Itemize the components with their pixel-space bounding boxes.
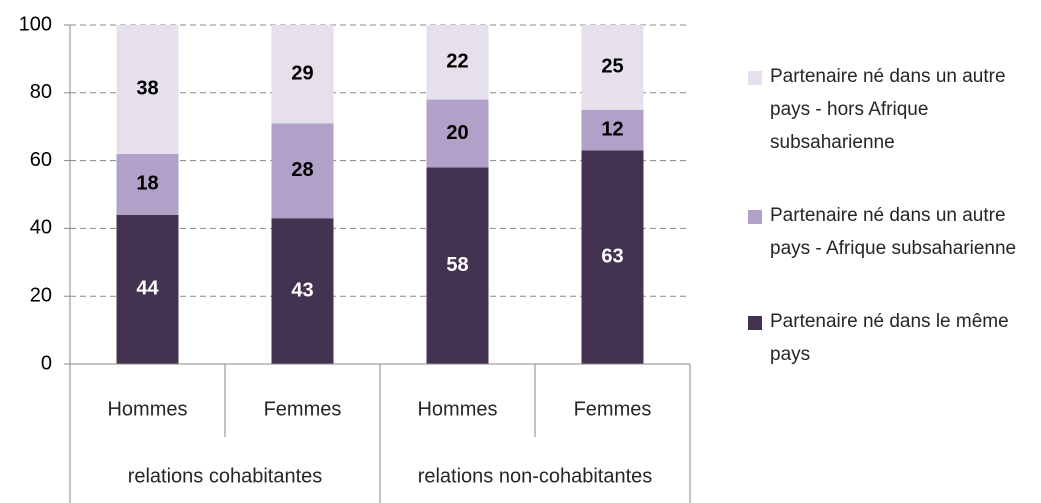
bar-segment bbox=[116, 214, 179, 364]
y-tick-label: 100 bbox=[19, 13, 52, 35]
data-label: 63 bbox=[601, 245, 623, 267]
legend-swatch bbox=[748, 316, 762, 330]
legend-label: Partenaire né dans le même pays bbox=[770, 311, 1009, 365]
x-tick-label: Femmes bbox=[574, 398, 652, 420]
data-label: 18 bbox=[136, 173, 158, 195]
data-label: 28 bbox=[291, 159, 313, 181]
bar-segment bbox=[426, 167, 489, 364]
data-label: 43 bbox=[291, 279, 313, 301]
y-tick-label: 80 bbox=[30, 81, 52, 103]
data-label: 58 bbox=[446, 254, 468, 276]
legend-entry: Partenaire né dans un autre pays - hors … bbox=[748, 60, 1040, 159]
bar-segment bbox=[271, 25, 334, 124]
x-tick-label: Femmes bbox=[264, 398, 342, 420]
legend-label: Partenaire né dans un autre pays - Afriq… bbox=[770, 205, 1017, 259]
y-tick-label: 40 bbox=[30, 217, 52, 239]
data-label: 22 bbox=[446, 51, 468, 73]
y-tick-label: 20 bbox=[30, 284, 52, 306]
data-label: 38 bbox=[136, 78, 158, 100]
legend-swatch bbox=[748, 71, 762, 85]
bar-segment bbox=[116, 25, 179, 154]
group-label: relations cohabitantes bbox=[128, 465, 323, 487]
bar-segment bbox=[271, 123, 334, 219]
x-tick-label: Hommes bbox=[107, 398, 187, 420]
y-tick-label: 60 bbox=[30, 149, 52, 171]
data-label: 44 bbox=[136, 278, 159, 300]
data-label: 29 bbox=[291, 62, 313, 84]
bar-segment bbox=[116, 153, 179, 215]
plot: 0 20 40 60 80 100 44 18 38 Hommes 43 28 29 Femmes 58 20… bbox=[19, 13, 691, 503]
bar-segment bbox=[271, 218, 334, 364]
data-label: 20 bbox=[446, 122, 468, 144]
legend-entry: Partenaire né dans le même pays bbox=[748, 305, 1040, 371]
group-label: relations non-cohabitantes bbox=[418, 465, 653, 487]
y-tick-label: 0 bbox=[41, 352, 52, 374]
legend-label: Partenaire né dans un autre pays - hors … bbox=[770, 66, 1006, 153]
legend-entry: Partenaire né dans un autre pays - Afriq… bbox=[748, 199, 1040, 265]
data-label: 25 bbox=[601, 56, 623, 78]
bar-segment bbox=[581, 150, 644, 364]
bar-segment bbox=[426, 25, 489, 100]
x-tick-label: Hommes bbox=[417, 398, 497, 420]
bar-segment bbox=[581, 25, 644, 110]
legend: Partenaire né dans un autre pays - hors … bbox=[748, 60, 1040, 411]
data-label: 12 bbox=[601, 118, 623, 140]
legend-swatch bbox=[748, 210, 762, 224]
bar-segment bbox=[426, 99, 489, 168]
bar-segment bbox=[581, 109, 644, 151]
